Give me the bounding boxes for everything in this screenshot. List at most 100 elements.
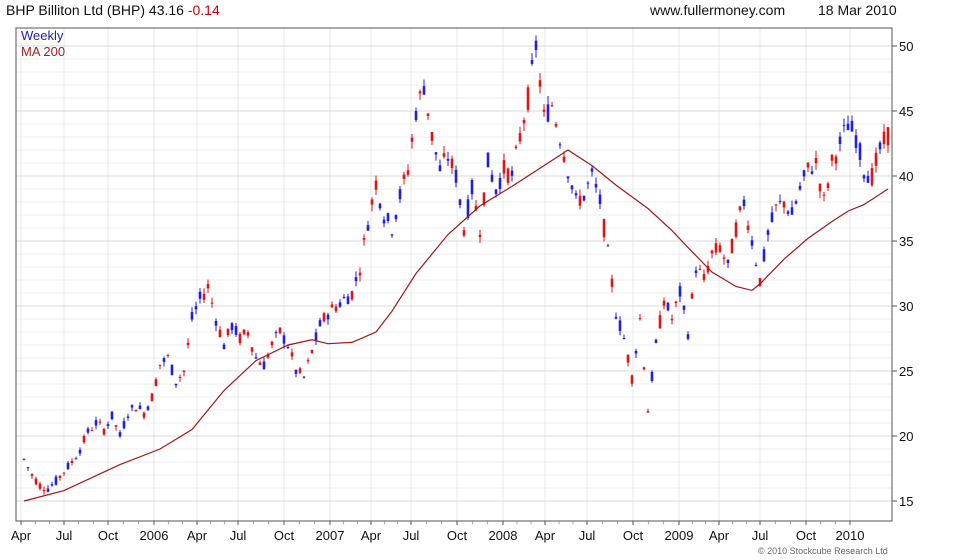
candle-body-down <box>218 329 222 337</box>
candle-body-up <box>762 249 766 262</box>
candle-body-down <box>430 132 434 141</box>
candle-body-up <box>790 207 794 215</box>
candle-body-up <box>122 421 126 429</box>
candle-body-up <box>566 176 570 179</box>
candle-body-down <box>514 146 518 149</box>
candle-body-down <box>242 329 246 335</box>
x-axis-ticks: Apr Jul Oct 2006 Apr Jul Oct 2007 Apr Jul Oct 2008 A… <box>11 521 865 543</box>
candle-body-down <box>602 219 606 238</box>
candle-body-down <box>702 274 706 280</box>
candle-body-down <box>462 230 466 236</box>
candle-body-down <box>734 222 738 237</box>
candle-body-up <box>170 364 174 376</box>
candle-body-down <box>674 301 678 304</box>
candle-body-down <box>442 153 446 157</box>
candle-body-down <box>250 347 254 352</box>
candle-body-up <box>682 305 686 310</box>
candle-body-down <box>638 318 642 320</box>
grid-lines <box>16 28 892 521</box>
candle-body-down <box>822 194 826 196</box>
candle-body-up <box>618 320 622 332</box>
candle-body-down <box>90 430 94 432</box>
x-tick-label: 2006 <box>140 528 169 543</box>
candle-body-up <box>126 416 130 418</box>
candle-body-down <box>30 474 34 476</box>
candle-body-up <box>622 337 626 339</box>
candle-body-up <box>86 428 90 433</box>
x-tick-label: 2009 <box>665 528 694 543</box>
x-tick-label: Jul <box>579 528 596 543</box>
candle-body-up <box>694 270 698 274</box>
candle-body-up <box>810 171 814 174</box>
candle-body-up <box>274 332 278 334</box>
candle-body-down <box>102 428 106 435</box>
candle-body-up <box>162 358 166 362</box>
candle-body-up <box>254 357 258 359</box>
candle-body-up <box>22 458 26 460</box>
candle-body-down <box>662 300 666 306</box>
candle-body-up <box>286 347 290 349</box>
candle-body-up <box>106 424 110 427</box>
y-tick-label: 40 <box>899 169 913 184</box>
candle-body-down <box>402 174 406 180</box>
candle-body-down <box>158 364 162 366</box>
candle-body-up <box>850 120 854 132</box>
x-tick-label: Oct <box>447 528 468 543</box>
candle-body-up <box>770 212 774 222</box>
candle-body-up <box>486 152 490 168</box>
x-tick-label: 2008 <box>489 528 518 543</box>
candle-body-down <box>298 368 302 373</box>
candle-body-up <box>530 60 534 64</box>
candle-body-up <box>686 334 690 339</box>
candle-body-down <box>690 293 694 299</box>
x-tick-label: 2010 <box>836 528 865 543</box>
candle-body-up <box>786 211 790 214</box>
candle-body-down <box>482 192 486 206</box>
candle-body-down <box>410 137 414 142</box>
candle-body-down <box>630 375 634 384</box>
candle-body-up <box>650 371 654 381</box>
candle-body-down <box>134 409 138 412</box>
candle-body-down <box>238 333 242 344</box>
candle-body-up <box>438 165 442 171</box>
candle-body-down <box>870 168 874 186</box>
candle-body-up <box>778 200 782 202</box>
legend-weekly: Weekly <box>21 28 64 43</box>
candle-body-up <box>750 240 754 246</box>
candle-body-down <box>362 238 366 240</box>
candle-body-up <box>494 189 498 194</box>
x-tick-label: Apr <box>709 528 730 543</box>
candle-body-up <box>194 306 198 310</box>
candle-body-down <box>502 160 506 174</box>
x-tick-label: Oct <box>98 528 119 543</box>
candle-body-down <box>34 478 38 485</box>
candle-body-down <box>210 302 214 304</box>
candle-body-down <box>426 113 430 117</box>
candle-body-down <box>554 123 558 127</box>
candle-body-up <box>146 406 150 410</box>
candle-body-up <box>570 185 574 190</box>
candle-body-up <box>470 179 474 195</box>
candle-body-down <box>518 133 522 142</box>
candle-body-up <box>26 467 30 469</box>
x-tick-label: Oct <box>623 528 644 543</box>
candle-body-down <box>58 475 62 478</box>
candle-body-down <box>526 87 530 110</box>
candle-body-down <box>206 284 210 289</box>
x-tick-label: Jul <box>403 528 420 543</box>
candle-body-down <box>542 109 546 112</box>
candle-body-up <box>314 332 318 341</box>
candle-body-up <box>858 143 862 160</box>
candle-body-down <box>882 131 886 145</box>
candle-body-up <box>66 462 70 470</box>
candle-body-down <box>370 199 374 205</box>
candle-body-down <box>626 354 630 363</box>
candle-body-up <box>754 264 758 266</box>
candle-body-up <box>230 323 234 331</box>
candle-body-down <box>350 291 354 300</box>
candle-body-up <box>198 291 202 299</box>
candle-body-down <box>226 328 230 336</box>
y-tick-label: 30 <box>899 299 913 314</box>
candle-body-up <box>214 320 218 326</box>
candle-body-down <box>710 250 714 254</box>
